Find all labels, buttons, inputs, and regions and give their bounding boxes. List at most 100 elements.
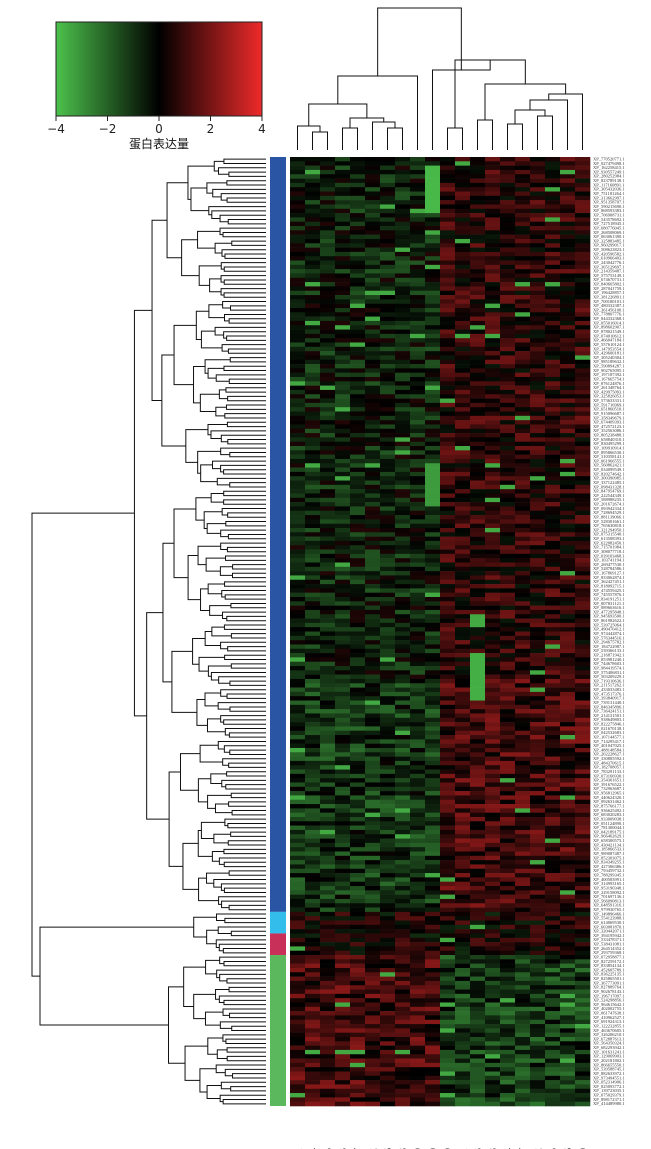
heatmap-cell (320, 437, 336, 442)
heatmap-cell (320, 230, 336, 235)
heatmap-cell (365, 907, 381, 913)
heatmap-cell (305, 489, 321, 494)
heatmap-cell (575, 1067, 591, 1072)
heatmap-cell (290, 273, 306, 279)
heatmap-cell (425, 989, 441, 995)
heatmap-cell (500, 260, 516, 266)
heatmap-cell (500, 596, 516, 602)
heatmap-cell (380, 735, 396, 740)
heatmap-cell (470, 195, 486, 201)
heatmap-cell (515, 579, 531, 585)
heatmap-cell (530, 359, 546, 365)
heatmap-cell (500, 644, 516, 650)
heatmap-cell (575, 182, 591, 188)
row-label: XP_861982622.1 (593, 618, 625, 623)
row-label: XP_402002755.1 (593, 1006, 625, 1011)
dendrogram-link (529, 99, 568, 150)
heatmap-cell (395, 480, 411, 486)
heatmap-cell (320, 407, 336, 412)
heatmap-cell (440, 696, 456, 701)
heatmap-cell (440, 886, 456, 891)
row-label: XP_072958877.1 (593, 954, 625, 959)
heatmap-cell (305, 277, 321, 283)
heatmap-cell (320, 549, 336, 555)
heatmap-cell (335, 584, 351, 589)
heatmap-cell (380, 834, 396, 839)
heatmap-cell (455, 342, 471, 348)
heatmap-cell (560, 631, 576, 637)
heatmap-cell (530, 351, 546, 356)
heatmap-cell (575, 739, 591, 744)
heatmap-cell (575, 247, 591, 253)
heatmap-cell (485, 307, 501, 313)
heatmap-cell (455, 1071, 471, 1077)
heatmap-cell (560, 967, 576, 973)
heatmap-cell (380, 717, 396, 723)
heatmap-cell (545, 174, 561, 179)
heatmap-cell (395, 1024, 411, 1029)
heatmap-cell (470, 415, 486, 421)
heatmap-cell (335, 726, 351, 732)
heatmap-cell (425, 829, 441, 835)
heatmap-cell (545, 946, 561, 952)
heatmap-cell (575, 497, 591, 503)
dendrogram-link (221, 249, 266, 257)
heatmap-cell (410, 666, 426, 671)
heatmap-cell (455, 376, 471, 382)
heatmap-cell (560, 208, 576, 214)
heatmap-cell (305, 873, 321, 878)
heatmap-cell (290, 579, 306, 585)
heatmap-cell (350, 157, 366, 162)
heatmap-cell (470, 601, 486, 606)
heatmap-cell (350, 579, 366, 585)
heatmap-cell (395, 933, 411, 939)
dendrogram-link (219, 956, 266, 965)
heatmap-cell (440, 195, 456, 201)
heatmap-cell (320, 752, 336, 757)
heatmap-cell (410, 527, 426, 533)
heatmap-cell (530, 191, 546, 197)
heatmap-cell (515, 661, 531, 667)
heatmap-cell (440, 898, 456, 904)
heatmap-cell (335, 1002, 351, 1008)
heatmap-cell (545, 868, 561, 874)
heatmap-cell (530, 1041, 546, 1046)
heatmap-cell (530, 765, 546, 770)
heatmap-cell (365, 704, 381, 710)
heatmap-cell (425, 238, 441, 244)
heatmap-cell (395, 187, 411, 192)
heatmap-cell (455, 316, 471, 322)
heatmap-cell (305, 747, 321, 753)
heatmap-cell (515, 1054, 531, 1059)
heatmap-cell (410, 519, 426, 524)
heatmap-cell (305, 290, 321, 296)
heatmap-cell (545, 515, 561, 520)
row-label: XP_930557249.1 (593, 169, 625, 174)
row-label: XP_508623823.1 (593, 247, 625, 252)
heatmap-cell (410, 273, 426, 279)
heatmap-cell (335, 320, 351, 326)
heatmap-cell (305, 752, 321, 757)
heatmap-cell (485, 273, 501, 279)
heatmap-cell (410, 243, 426, 248)
heatmap-cell (530, 614, 546, 619)
heatmap-cell (500, 187, 516, 192)
heatmap-cell (485, 946, 501, 952)
heatmap-cell (320, 842, 336, 848)
heatmap-cell (350, 178, 366, 184)
heatmap-cell (365, 157, 381, 162)
heatmap-cell (575, 929, 591, 934)
row-label: XP_938649803.1 (593, 717, 625, 722)
row-label: XP_410962527.1 (593, 1015, 625, 1020)
heatmap-cell (395, 609, 411, 615)
heatmap-cell (545, 674, 561, 680)
heatmap-cell (350, 1075, 366, 1081)
heatmap-cell (440, 644, 456, 650)
heatmap-cell (575, 407, 591, 412)
heatmap-cell (305, 963, 321, 969)
heatmap-cell (365, 325, 381, 330)
heatmap-cell (470, 238, 486, 244)
heatmap-cell (320, 1071, 336, 1077)
heatmap-cell (290, 256, 306, 261)
row-label: XP_622082450.1 (593, 540, 625, 545)
